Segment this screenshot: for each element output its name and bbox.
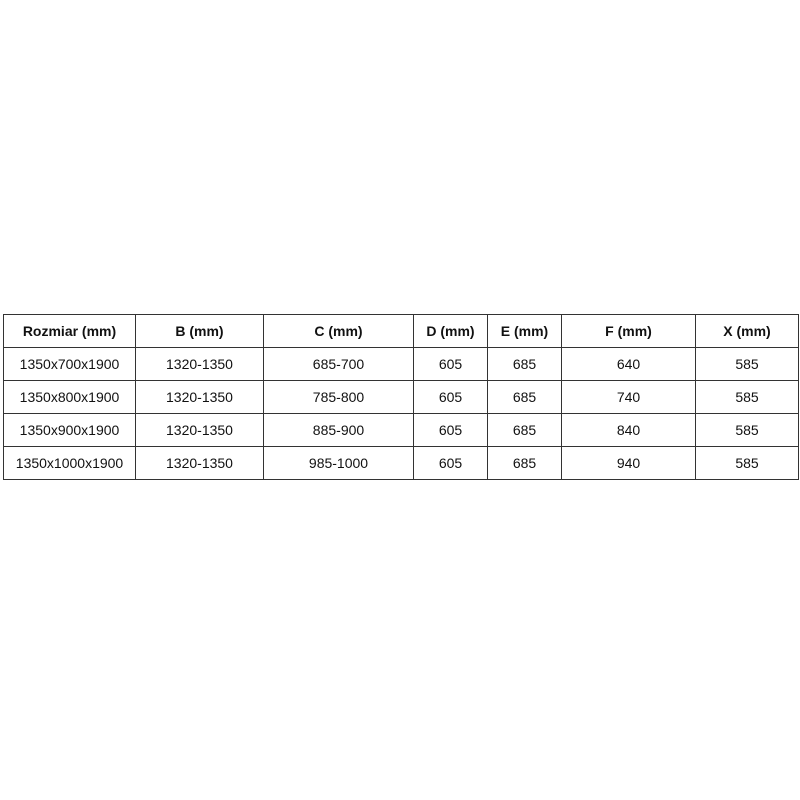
table-cell: 785-800 — [263, 380, 414, 414]
column-header: E (mm) — [487, 314, 562, 348]
column-header: D (mm) — [413, 314, 488, 348]
table-cell: 940 — [561, 446, 696, 480]
table-cell: 685 — [487, 413, 562, 447]
table-cell: 685 — [487, 347, 562, 381]
table-cell: 1350x800x1900 — [3, 380, 136, 414]
column-header: F (mm) — [561, 314, 696, 348]
table-cell: 1350x900x1900 — [3, 413, 136, 447]
column-header: C (mm) — [263, 314, 414, 348]
table-row: 1350x1000x1900 1320-1350 985-1000 605 685 940… — [3, 446, 799, 480]
table-cell: 985-1000 — [263, 446, 414, 480]
table-row: 1350x900x1900 1320-1350 885-900 605 685 840 58… — [3, 413, 799, 447]
table-cell: 1320-1350 — [135, 413, 264, 447]
table-cell: 605 — [413, 380, 488, 414]
table-cell: 585 — [695, 413, 799, 447]
table-cell: 885-900 — [263, 413, 414, 447]
table-cell: 605 — [413, 413, 488, 447]
table-cell: 740 — [561, 380, 696, 414]
table-cell: 685-700 — [263, 347, 414, 381]
table-cell: 685 — [487, 446, 562, 480]
table-cell: 640 — [561, 347, 696, 381]
table-cell: 1320-1350 — [135, 446, 264, 480]
table-row: 1350x700x1900 1320-1350 685-700 605 685 640 58… — [3, 347, 799, 381]
dimensions-table: Rozmiar (mm) B (mm) C (mm) D (mm) E (mm) F (m… — [3, 314, 799, 480]
table-cell: 1320-1350 — [135, 347, 264, 381]
table-cell: 605 — [413, 446, 488, 480]
table-cell: 605 — [413, 347, 488, 381]
header-row: Rozmiar (mm) B (mm) C (mm) D (mm) E (mm) F (m… — [3, 314, 799, 348]
table-cell: 1320-1350 — [135, 380, 264, 414]
table-cell: 585 — [695, 446, 799, 480]
column-header: B (mm) — [135, 314, 264, 348]
table-row: 1350x800x1900 1320-1350 785-800 605 685 740 58… — [3, 380, 799, 414]
table-cell: 840 — [561, 413, 696, 447]
table-cell: 585 — [695, 380, 799, 414]
table-cell: 585 — [695, 347, 799, 381]
column-header: X (mm) — [695, 314, 799, 348]
table-cell: 685 — [487, 380, 562, 414]
table-cell: 1350x700x1900 — [3, 347, 136, 381]
column-header: Rozmiar (mm) — [3, 314, 136, 348]
table-cell: 1350x1000x1900 — [3, 446, 136, 480]
